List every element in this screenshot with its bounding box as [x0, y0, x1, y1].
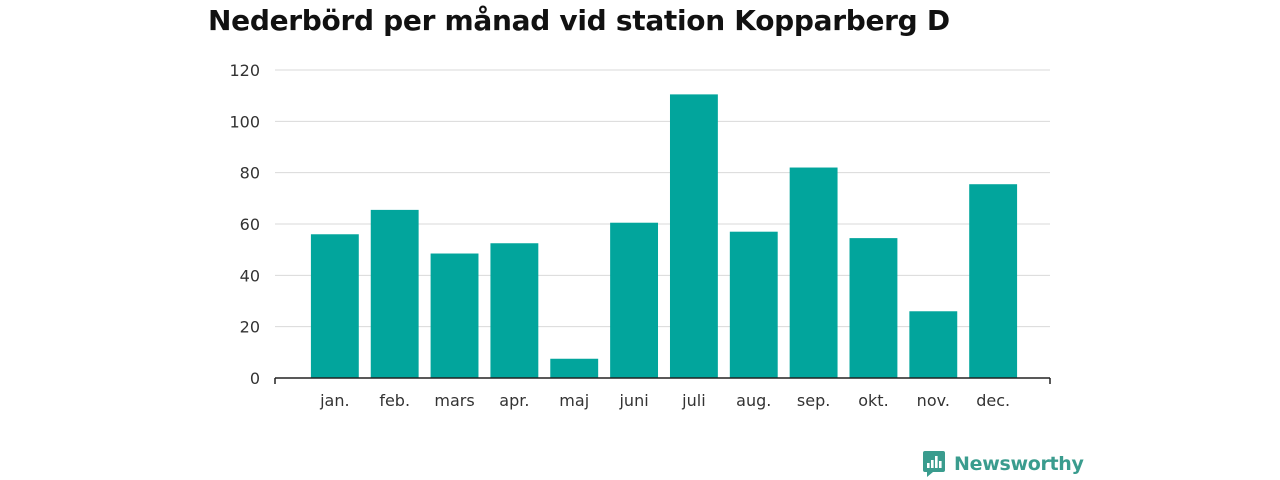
- chart-title: Nederbörd per månad vid station Kopparbe…: [208, 4, 950, 37]
- bar-aug: [729, 231, 778, 378]
- x-tick-label: juli: [681, 391, 705, 410]
- brand-name: Newsworthy: [954, 453, 1084, 475]
- x-axis: [274, 377, 1051, 384]
- y-tick-label: 100: [229, 112, 260, 131]
- y-tick-label: 120: [229, 61, 260, 80]
- y-axis-tick-labels: 0 20 40 60 80 100 120: [229, 61, 260, 388]
- x-tick-label: jan.: [319, 391, 349, 410]
- y-tick-label: 80: [240, 164, 260, 183]
- bar-feb: [370, 209, 419, 378]
- x-tick-label: sep.: [797, 391, 830, 410]
- bar-dec: [969, 184, 1018, 378]
- bar-okt: [849, 238, 898, 378]
- x-tick-label: juni: [618, 391, 648, 410]
- bar-juni: [610, 222, 659, 378]
- x-tick-label: mars: [434, 391, 474, 410]
- bar-juli: [669, 94, 718, 378]
- bar-apr: [490, 243, 539, 378]
- bar-chart-speech-icon: [923, 451, 945, 477]
- bars: [310, 94, 1018, 378]
- y-tick-label: 20: [240, 318, 260, 337]
- x-tick-label: aug.: [736, 391, 771, 410]
- bar-nov: [909, 311, 958, 378]
- x-tick-label: nov.: [917, 391, 950, 410]
- x-tick-label: apr.: [499, 391, 529, 410]
- y-tick-label: 60: [240, 215, 260, 234]
- x-axis-tick-labels: jan. feb. mars apr. maj juni juli aug. sep. okt. n…: [319, 391, 1010, 410]
- x-tick-label: okt.: [858, 391, 888, 410]
- bar-jan: [310, 234, 359, 378]
- bar-maj: [550, 358, 599, 378]
- x-tick-label: dec.: [976, 391, 1010, 410]
- y-tick-label: 0: [250, 369, 260, 388]
- y-tick-label: 40: [240, 266, 260, 285]
- bar-mars: [430, 253, 479, 378]
- x-tick-label: feb.: [379, 391, 410, 410]
- newsworthy-logo: Newsworthy: [922, 450, 1084, 478]
- bar-sep: [789, 167, 838, 378]
- x-tick-label: maj: [559, 391, 589, 410]
